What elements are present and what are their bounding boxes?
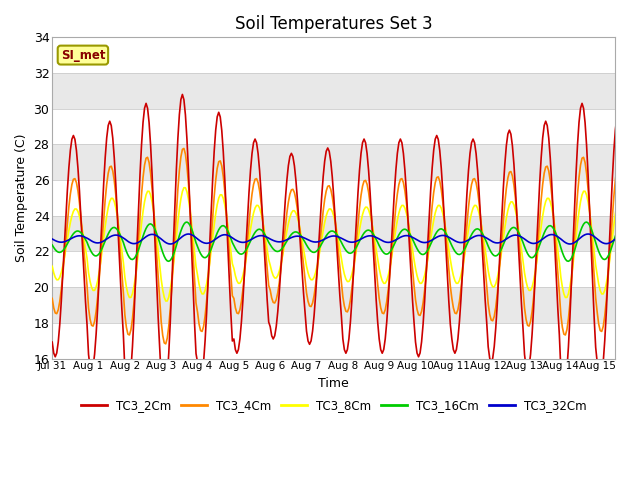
Bar [52,109,615,144]
Bar [52,144,615,180]
Legend: TC3_2Cm, TC3_4Cm, TC3_8Cm, TC3_16Cm, TC3_32Cm: TC3_2Cm, TC3_4Cm, TC3_8Cm, TC3_16Cm, TC3… [76,395,591,417]
Bar [52,37,615,73]
X-axis label: Time: Time [319,377,349,390]
Bar [52,323,615,359]
Bar [52,287,615,323]
Y-axis label: Soil Temperature (C): Soil Temperature (C) [15,134,28,262]
Bar [52,216,615,252]
Title: Soil Temperatures Set 3: Soil Temperatures Set 3 [235,15,433,33]
Bar [52,180,615,216]
Bar [52,252,615,287]
Text: SI_met: SI_met [61,48,105,61]
Bar [52,73,615,109]
